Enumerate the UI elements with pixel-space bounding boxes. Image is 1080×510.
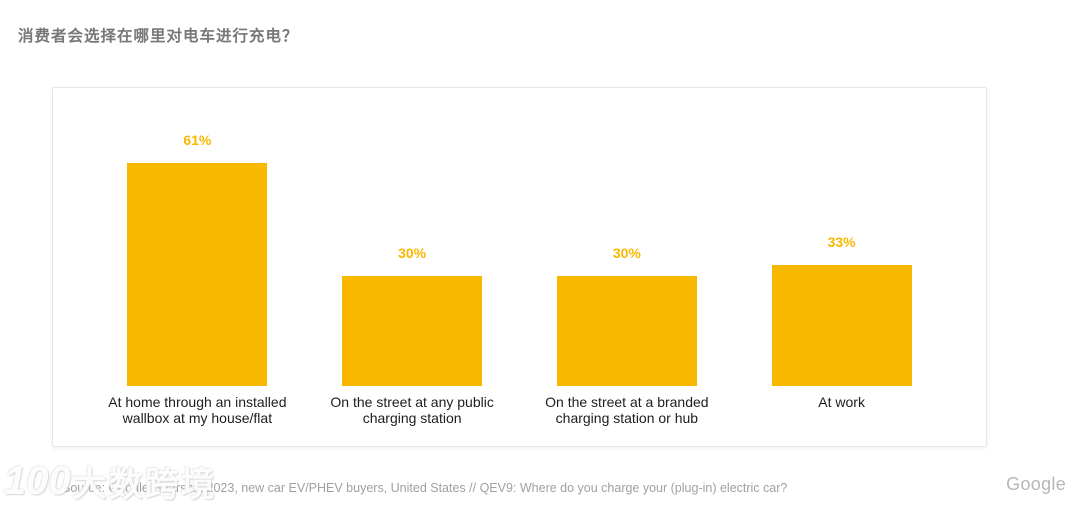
bar-column: 30% bbox=[520, 88, 735, 386]
bar bbox=[127, 163, 268, 386]
bar bbox=[556, 276, 697, 386]
bar-column: 61% bbox=[90, 88, 305, 386]
bar bbox=[342, 276, 483, 386]
bar-column: 30% bbox=[305, 88, 520, 386]
bar bbox=[771, 265, 912, 386]
page-title: 消费者会选择在哪里对电车进行充电？ bbox=[18, 28, 299, 45]
bar-value-label: 30% bbox=[612, 245, 641, 261]
bar-category-label: On the street at any public charging sta… bbox=[330, 394, 494, 426]
bar-column: 33% bbox=[734, 88, 949, 386]
category-labels: At home through an installed wallbox at … bbox=[90, 386, 949, 426]
chart-card: 61% 30% 30% 33% At home through an installe… bbox=[52, 87, 987, 447]
source-text: Source: Google Gearshift 2023, new car E… bbox=[62, 481, 788, 495]
bar-category-label: On the street at a branded charging stat… bbox=[545, 394, 709, 426]
plot-area: 61% 30% 30% 33% bbox=[90, 88, 949, 386]
bar-value-label: 33% bbox=[827, 234, 856, 250]
bar-category-label: At work bbox=[818, 394, 865, 410]
bar-value-label: 61% bbox=[183, 132, 212, 148]
google-logo: Google bbox=[1006, 474, 1066, 494]
bar-value-label: 30% bbox=[398, 245, 427, 261]
bar-category-label: At home through an installed wallbox at … bbox=[108, 394, 287, 426]
watermark-logo-icon: 100 bbox=[4, 459, 71, 503]
